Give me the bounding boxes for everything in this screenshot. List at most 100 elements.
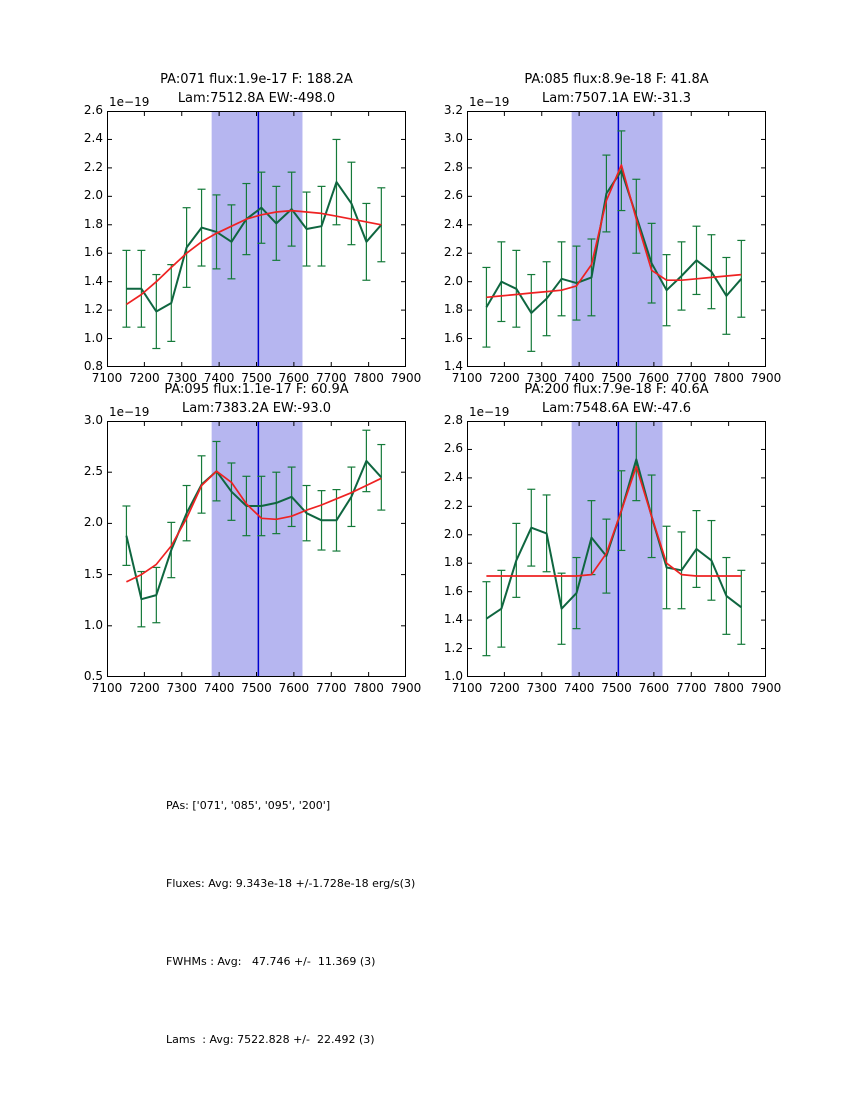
y-tick-label: 2.5 bbox=[83, 464, 103, 479]
y-tick-label: 2.2 bbox=[83, 159, 103, 174]
model-fit-line bbox=[126, 470, 382, 583]
summary-line-pas: PAs: ['071', '085', '095', '200'] bbox=[166, 799, 331, 812]
axis-frame bbox=[107, 111, 406, 367]
x-tick-label: 7900 bbox=[390, 371, 422, 385]
x-tick-label: 7500 bbox=[241, 681, 272, 695]
plot-area bbox=[107, 421, 406, 677]
y-tick-label: 1.8 bbox=[443, 302, 463, 317]
y-tick-label: 1.2 bbox=[83, 302, 103, 317]
summary-line-fluxes: Fluxes: Avg: 9.343e-18 +/-1.728e-18 erg/… bbox=[166, 877, 416, 890]
x-tick-label: 7500 bbox=[601, 371, 632, 385]
x-tick-label: 7100 bbox=[451, 371, 483, 385]
x-tick-label: 7500 bbox=[241, 371, 272, 385]
y-tick-label: 2.6 bbox=[83, 103, 103, 117]
y-tick-label: 1.0 bbox=[443, 669, 463, 683]
y-tick-label: 2.0 bbox=[443, 526, 463, 541]
summary-line-lams: Lams : Avg: 7522.828 +/- 22.492 (3) bbox=[166, 1033, 375, 1046]
y-tick-label: 3.0 bbox=[443, 131, 463, 146]
plot-title-line2: Lam:7507.1A EW:-31.3 bbox=[541, 91, 692, 106]
axis-frame bbox=[107, 421, 406, 677]
y-tick-label: 2.8 bbox=[443, 413, 463, 427]
x-tick-label: 7600 bbox=[638, 681, 670, 695]
x-tick-label: 7700 bbox=[315, 681, 347, 695]
highlight-band bbox=[211, 421, 303, 677]
x-tick-label: 7300 bbox=[526, 371, 558, 385]
y-tick-label: 0.5 bbox=[83, 669, 103, 683]
y-tick-label: 0.8 bbox=[83, 359, 103, 373]
y-tick-label: 1.6 bbox=[443, 583, 463, 598]
axis-frame bbox=[467, 111, 766, 367]
x-tick-label: 7400 bbox=[203, 681, 235, 695]
axis-offset-label: 1e−19 bbox=[469, 405, 510, 419]
subplot-pa085: PA:085 flux:8.9e-18 F: 41.8A Lam:7507.1A … bbox=[410, 65, 782, 397]
plot-title-line1: PA:071 flux:1.9e-17 F: 188.2A bbox=[160, 72, 353, 87]
y-tick-label: 2.2 bbox=[443, 245, 463, 260]
plot-title-line2: Lam:7548.6A EW:-47.6 bbox=[541, 401, 692, 416]
axis-offset-label: 1e−19 bbox=[109, 405, 150, 419]
x-tick-label: 7800 bbox=[713, 371, 744, 385]
plot-title: PA:071 flux:1.9e-17 F: 188.2A Lam:7512.8A… bbox=[107, 70, 406, 108]
x-tick-label: 7100 bbox=[451, 681, 483, 695]
x-tick-label: 7100 bbox=[91, 371, 123, 385]
subplot-pa095: PA:095 flux:1.1e-17 F: 60.9A Lam:7383.2A … bbox=[50, 375, 422, 707]
data-line bbox=[126, 181, 383, 313]
y-tick-label: 1.6 bbox=[83, 245, 103, 260]
axis-offset-label: 1e−19 bbox=[469, 95, 510, 109]
plot-title: PA:095 flux:1.1e-17 F: 60.9A Lam:7383.2A … bbox=[107, 380, 406, 418]
x-tick-label: 7600 bbox=[638, 371, 670, 385]
y-tick-label: 2.0 bbox=[83, 515, 103, 530]
subplot-pa200: PA:200 flux:7.9e-18 F: 40.6A Lam:7548.6A … bbox=[410, 375, 782, 707]
x-tick-label: 7300 bbox=[166, 371, 198, 385]
y-tick-label: 2.0 bbox=[443, 273, 463, 288]
x-tick-label: 7200 bbox=[129, 681, 160, 695]
highlight-band bbox=[571, 421, 663, 677]
y-tick-label: 3.0 bbox=[83, 413, 103, 427]
axis-frame bbox=[467, 421, 766, 677]
x-tick-label: 7900 bbox=[390, 681, 422, 695]
x-tick-label: 7600 bbox=[278, 371, 310, 385]
y-tick-label: 1.2 bbox=[443, 640, 463, 655]
x-tick-label: 7800 bbox=[353, 371, 384, 385]
plot-area bbox=[107, 111, 406, 367]
data-line bbox=[125, 459, 383, 601]
summary-line-fwhms: FWHMs : Avg: 47.746 +/- 11.369 (3) bbox=[166, 955, 376, 968]
highlight-band bbox=[211, 111, 303, 367]
y-tick-label: 2.4 bbox=[83, 131, 103, 146]
x-tick-label: 7900 bbox=[750, 681, 782, 695]
x-tick-label: 7400 bbox=[203, 371, 235, 385]
x-tick-label: 7300 bbox=[526, 681, 558, 695]
x-tick-label: 7800 bbox=[353, 681, 384, 695]
x-tick-label: 7700 bbox=[315, 371, 347, 385]
y-tick-label: 2.2 bbox=[443, 498, 463, 513]
y-tick-label: 2.4 bbox=[443, 216, 463, 231]
y-tick-label: 1.8 bbox=[443, 555, 463, 570]
y-tick-label: 1.0 bbox=[83, 330, 103, 345]
plot-title-line1: PA:200 flux:7.9e-18 F: 40.6A bbox=[524, 382, 709, 397]
plot-title-line1: PA:085 flux:8.9e-18 F: 41.8A bbox=[524, 72, 709, 87]
y-tick-label: 1.4 bbox=[83, 273, 103, 288]
x-tick-label: 7100 bbox=[91, 681, 123, 695]
x-tick-label: 7200 bbox=[489, 371, 520, 385]
x-tick-label: 7700 bbox=[675, 371, 707, 385]
y-tick-label: 1.5 bbox=[83, 566, 103, 581]
axis-offset-label: 1e−19 bbox=[109, 95, 150, 109]
plot-title: PA:085 flux:8.9e-18 F: 41.8A Lam:7507.1A … bbox=[467, 70, 766, 108]
y-tick-label: 1.8 bbox=[83, 216, 103, 231]
y-tick-label: 2.8 bbox=[443, 159, 463, 174]
plot-area bbox=[467, 111, 766, 367]
model-fit-line bbox=[486, 164, 742, 299]
x-tick-label: 7600 bbox=[278, 681, 310, 695]
plot-title: PA:200 flux:7.9e-18 F: 40.6A Lam:7548.6A … bbox=[467, 380, 766, 418]
plot-title-line1: PA:095 flux:1.1e-17 F: 60.9A bbox=[164, 382, 349, 397]
subplot-pa071: PA:071 flux:1.9e-17 F: 188.2A Lam:7512.8A… bbox=[50, 65, 422, 397]
model-fit-line bbox=[125, 209, 382, 306]
y-tick-label: 1.0 bbox=[83, 617, 103, 632]
plot-area bbox=[467, 421, 766, 677]
x-tick-label: 7400 bbox=[563, 371, 595, 385]
x-tick-label: 7500 bbox=[601, 681, 632, 695]
y-tick-label: 1.4 bbox=[443, 612, 463, 627]
y-tick-label: 2.6 bbox=[443, 188, 463, 203]
x-tick-label: 7200 bbox=[129, 371, 160, 385]
y-tick-label: 2.4 bbox=[443, 469, 463, 484]
